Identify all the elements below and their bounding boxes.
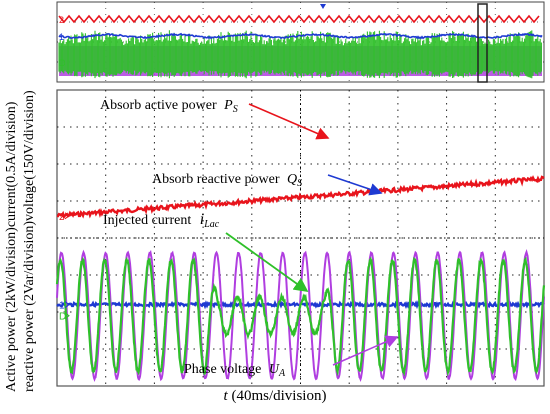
overview-channel-marker: 2 [59, 15, 64, 25]
svg-text:Phase voltage UA: Phase voltage UA [184, 362, 286, 379]
scope-screen: 2 1D [55, 89, 546, 387]
channel-marker-2: 2 [59, 212, 65, 223]
annotation-voltage: Phase voltage UA [184, 335, 399, 379]
current-label: Injected current [103, 213, 191, 228]
annotation-reactive-power: Absorb reactive power QS [152, 172, 383, 196]
main-grid [57, 90, 544, 386]
channel-marker-2-tick [64, 212, 70, 220]
active-power-label: Absorb active power [100, 98, 217, 113]
voltage-trace [56, 248, 545, 382]
active-power-trace [56, 175, 545, 220]
reactive-power-arrow [327, 174, 383, 196]
x-axis-var: t [223, 388, 228, 404]
annotation-current: Injected current iLac [103, 211, 309, 293]
svg-text:Absorb active power PS: Absorb active power PS [100, 98, 238, 115]
channel-markers: 2 1D [59, 212, 70, 323]
channel-marker-1-tick [64, 301, 70, 308]
overview-reactive-trace [58, 32, 543, 40]
current-arrow [225, 232, 309, 293]
x-axis-label: t (40ms/division) [0, 388, 550, 405]
annotation-active-power: Absorb active power PS [100, 98, 330, 140]
x-axis-unit: (40ms/division) [227, 388, 327, 404]
overview-channel-marker: 1 [59, 32, 64, 42]
overview-window [477, 3, 488, 83]
svg-text:Injected current iLac: Injected current iLac [103, 211, 220, 230]
current-trace [55, 256, 546, 377]
y-axis-label-line1: Active power (2kW/division)current(0.5A/… [4, 101, 19, 392]
voltage-label: Phase voltage [184, 362, 261, 377]
overview-traces: 2 1 D [58, 14, 543, 79]
main-traces [55, 175, 546, 382]
channel-marker-1: 1 [59, 301, 65, 312]
svg-text:Absorb reactive power Q: Absorb reactive power QS [152, 172, 302, 189]
reactive-power-label: Absorb reactive power [152, 172, 280, 187]
overview-channel-marker: D [59, 58, 66, 68]
y-axis-label-line2: reactive power (2Var/division)voltage(15… [22, 90, 37, 392]
overview-current-trace [58, 30, 542, 79]
overview-trigger-marker [320, 4, 326, 9]
overview-strip: 2 1 D [56, 1, 545, 83]
channel-marker-d: D [59, 312, 66, 323]
overview-power-trace [58, 14, 540, 24]
voltage-arrow [332, 335, 399, 366]
active-power-arrow [248, 103, 330, 140]
channel-marker-d-tick [64, 312, 70, 320]
